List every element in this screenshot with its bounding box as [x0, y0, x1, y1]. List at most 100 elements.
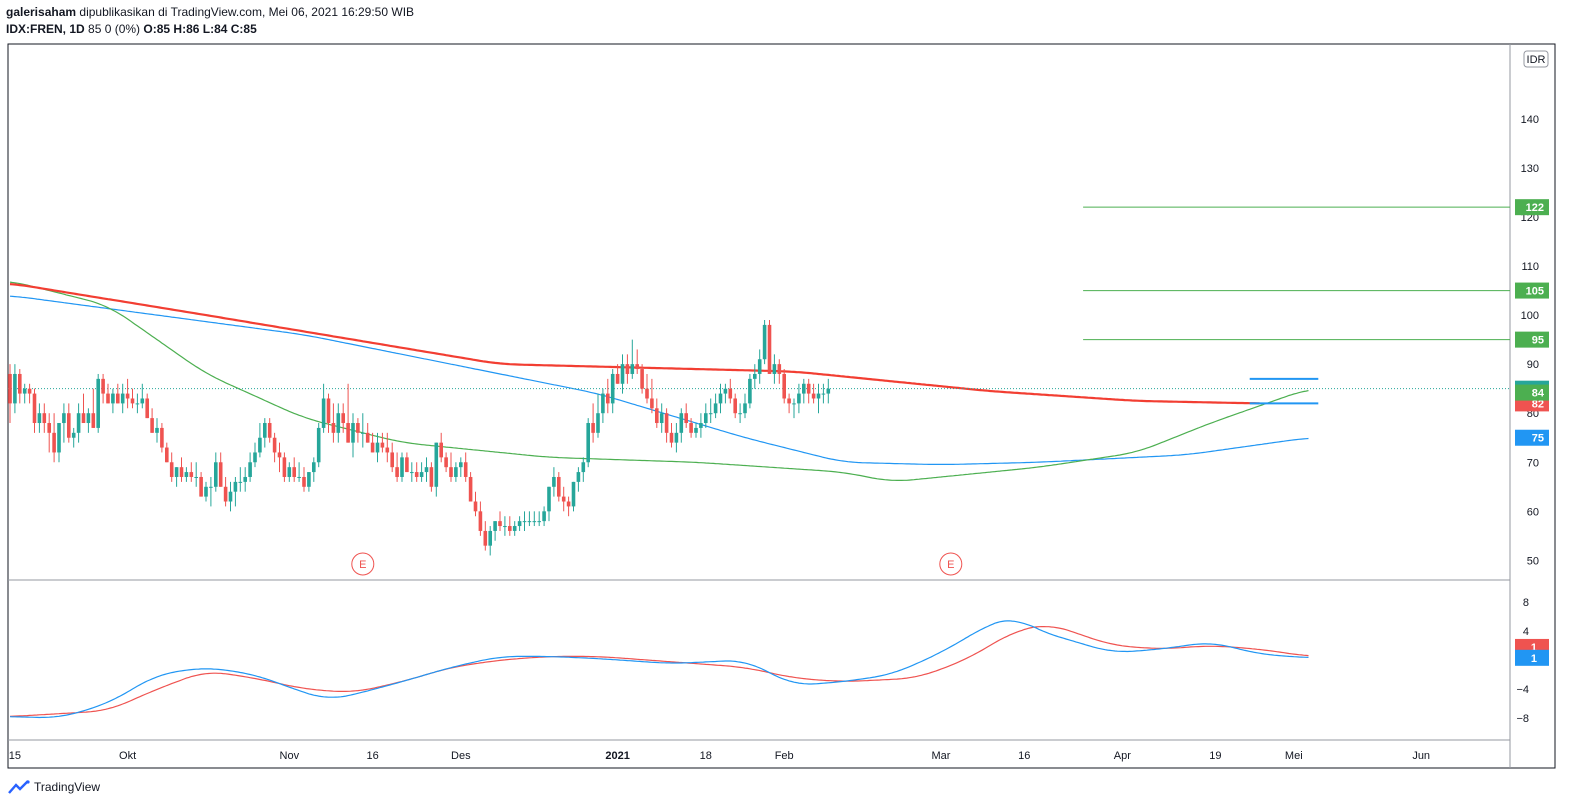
candle-body[interactable] — [76, 413, 81, 433]
candle-body[interactable] — [375, 442, 380, 453]
candle-body[interactable] — [625, 364, 630, 374]
candle-body[interactable] — [243, 476, 247, 482]
candle-body[interactable] — [37, 413, 42, 424]
candle-body[interactable] — [738, 413, 742, 415]
candle-body[interactable] — [679, 413, 684, 433]
candle-body[interactable] — [209, 486, 213, 488]
candle-body[interactable] — [169, 462, 174, 477]
candle-body[interactable] — [365, 432, 370, 443]
candle-body[interactable] — [596, 413, 600, 433]
candle-body[interactable] — [723, 388, 728, 394]
candle-body[interactable] — [400, 457, 404, 477]
candle-body[interactable] — [483, 530, 488, 546]
candle-body[interactable] — [757, 359, 762, 374]
candle-body[interactable] — [503, 526, 507, 528]
candle-body[interactable] — [615, 373, 620, 384]
candle-body[interactable] — [62, 413, 66, 424]
candle-body[interactable] — [233, 481, 238, 492]
candle-body[interactable] — [620, 364, 625, 384]
candle-body[interactable] — [429, 467, 434, 487]
candle-body[interactable] — [174, 467, 179, 477]
candle-body[interactable] — [135, 403, 140, 405]
candle-body[interactable] — [32, 393, 37, 424]
candle-body[interactable] — [287, 467, 292, 477]
candle-body[interactable] — [214, 462, 218, 487]
candle-body[interactable] — [797, 393, 801, 404]
candle-body[interactable] — [444, 457, 448, 468]
candle-body[interactable] — [434, 442, 439, 487]
earnings-marker[interactable] — [351, 552, 375, 576]
candle-body[interactable] — [762, 324, 767, 360]
candle-body[interactable] — [395, 467, 399, 477]
candle-body[interactable] — [699, 423, 703, 428]
candle-body[interactable] — [826, 388, 831, 394]
candle-body[interactable] — [267, 423, 272, 438]
candle-body[interactable] — [248, 462, 252, 477]
candle-body[interactable] — [424, 467, 429, 473]
candle-body[interactable] — [684, 413, 688, 424]
candle-body[interactable] — [493, 521, 497, 531]
candle-body[interactable] — [86, 413, 91, 424]
candle-body[interactable] — [674, 432, 679, 443]
candle-body[interactable] — [610, 373, 615, 404]
candle-body[interactable] — [52, 432, 56, 453]
candle-body[interactable] — [659, 413, 664, 424]
candle-body[interactable] — [777, 364, 782, 374]
candle-body[interactable] — [351, 423, 355, 443]
candle-body[interactable] — [199, 476, 203, 497]
candle-body[interactable] — [111, 393, 115, 404]
candle-body[interactable] — [439, 442, 443, 458]
candle-body[interactable] — [160, 427, 164, 448]
candle-body[interactable] — [581, 462, 586, 473]
candle-body[interactable] — [748, 378, 752, 404]
candle-body[interactable] — [522, 521, 527, 523]
candle-body[interactable] — [179, 467, 184, 477]
candle-body[interactable] — [405, 457, 409, 473]
candle-body[interactable] — [498, 521, 502, 527]
candle-body[interactable] — [150, 418, 154, 433]
candle-body[interactable] — [566, 501, 571, 507]
footer-brand[interactable]: TradingView — [8, 780, 100, 794]
candle-body[interactable] — [816, 393, 821, 399]
candle-body[interactable] — [18, 373, 22, 394]
candle-body[interactable] — [571, 481, 576, 507]
candle-body[interactable] — [145, 398, 149, 419]
candle-body[interactable] — [806, 383, 811, 394]
candle-body[interactable] — [390, 452, 394, 468]
candle-body[interactable] — [194, 476, 198, 478]
candle-body[interactable] — [292, 467, 296, 477]
candle-body[interactable] — [694, 427, 698, 433]
candle-body[interactable] — [454, 467, 458, 477]
candle-body[interactable] — [414, 472, 419, 477]
candle-body[interactable] — [238, 481, 243, 483]
candle-body[interactable] — [743, 403, 747, 414]
candle-body[interactable] — [630, 364, 635, 374]
candle-body[interactable] — [635, 364, 639, 370]
author[interactable]: galerisaham — [6, 5, 77, 19]
candle-body[interactable] — [307, 472, 311, 487]
candle-body[interactable] — [708, 413, 713, 415]
candle-body[interactable] — [557, 476, 561, 497]
candle-body[interactable] — [527, 521, 532, 523]
candle-body[interactable] — [106, 393, 110, 404]
candle-body[interactable] — [512, 526, 517, 531]
candle-body[interactable] — [517, 521, 522, 527]
candle-body[interactable] — [297, 476, 301, 478]
candle-body[interactable] — [821, 393, 826, 395]
candle-body[interactable] — [552, 476, 556, 487]
candle-body[interactable] — [42, 413, 47, 424]
candle-body[interactable] — [346, 423, 350, 443]
candle-body[interactable] — [361, 432, 365, 434]
candle-body[interactable] — [155, 427, 159, 433]
candle-body[interactable] — [302, 476, 306, 487]
candle-body[interactable] — [218, 462, 223, 487]
candle-body[interactable] — [277, 452, 282, 458]
currency-badge[interactable] — [1523, 50, 1549, 68]
candle-body[interactable] — [321, 398, 326, 428]
candle-body[interactable] — [316, 427, 321, 463]
candle-body[interactable] — [47, 423, 51, 433]
candle-body[interactable] — [586, 423, 590, 463]
earnings-marker[interactable] — [939, 552, 963, 576]
candle-body[interactable] — [341, 413, 345, 424]
